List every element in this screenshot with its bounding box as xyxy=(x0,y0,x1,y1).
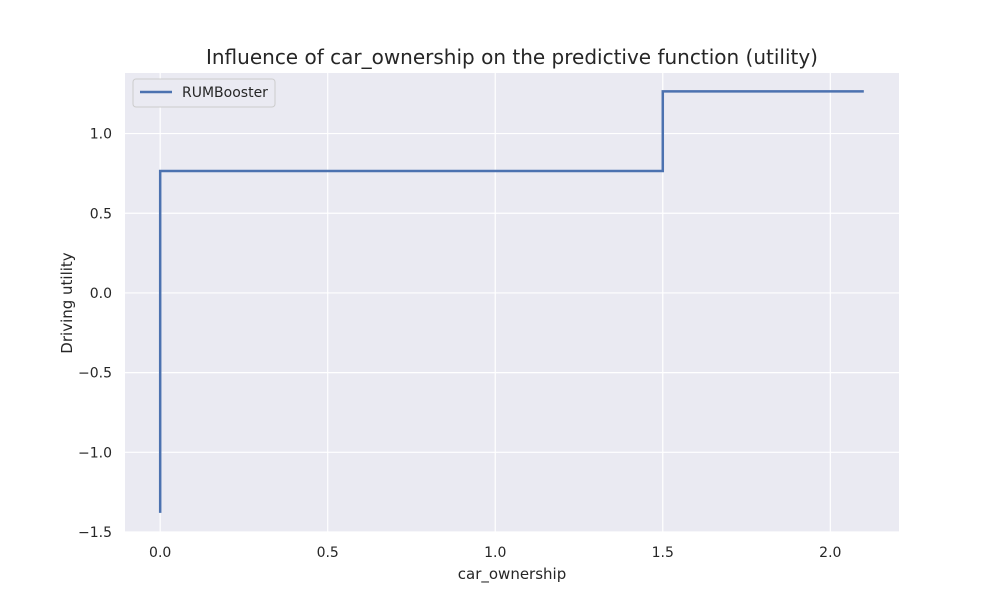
y-tick-label: −0.5 xyxy=(78,366,112,382)
x-tick-label: 0.5 xyxy=(317,545,339,561)
x-tick-label: 0.0 xyxy=(149,545,171,561)
x-tick-label: 1.5 xyxy=(652,545,674,561)
x-tick-label: 2.0 xyxy=(819,545,841,561)
y-tick-label: −1.0 xyxy=(78,445,112,461)
y-tick-label: 1.0 xyxy=(90,127,112,143)
series-layer xyxy=(158,90,864,513)
y-tick-label: 0.5 xyxy=(90,206,112,222)
legend: RUMBooster xyxy=(132,78,276,108)
x-tick-labels: 0.0 0.5 1.0 1.5 2.0 xyxy=(149,545,841,561)
legend-label: RUMBooster xyxy=(182,85,268,101)
y-tick-label: 0.0 xyxy=(90,286,112,302)
plot-area xyxy=(125,73,899,532)
chart-title: Influence of car_ownership on the predic… xyxy=(206,45,818,69)
series-line xyxy=(158,90,864,513)
y-tick-labels: −1.5 −1.0 −0.5 0.0 0.5 1.0 xyxy=(78,127,112,541)
legend-box xyxy=(132,78,276,108)
grid-lines xyxy=(125,73,899,533)
y-axis-label: Driving utility xyxy=(58,252,76,353)
x-axis-label: car_ownership xyxy=(458,565,566,584)
y-tick-label: −1.5 xyxy=(78,525,112,541)
x-tick-label: 1.0 xyxy=(484,545,506,561)
